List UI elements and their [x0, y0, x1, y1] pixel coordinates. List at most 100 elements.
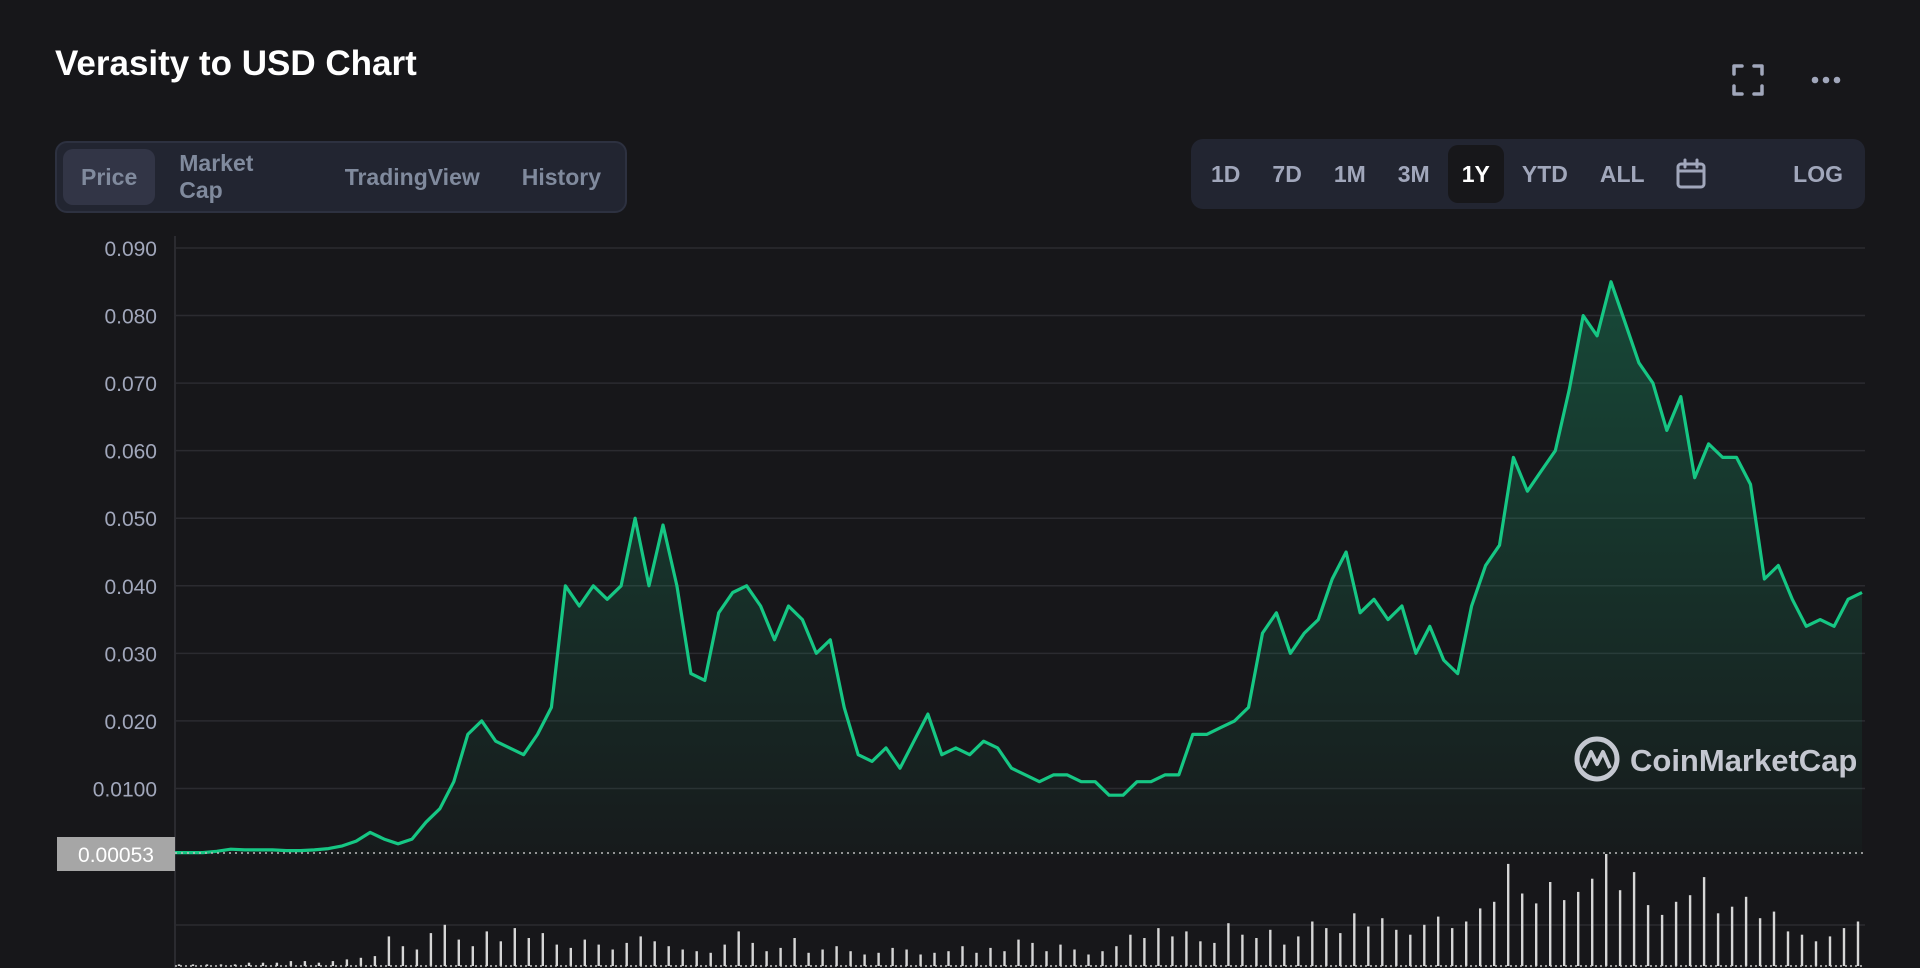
volume-bar	[555, 944, 558, 966]
volume-bar	[1241, 934, 1244, 966]
volume-bar	[1199, 941, 1202, 966]
volume-bar	[1786, 931, 1790, 966]
volume-bar	[1549, 882, 1552, 966]
volume-bar	[261, 962, 265, 966]
volume-bar	[1856, 921, 1860, 966]
more-options-button[interactable]	[1806, 60, 1846, 100]
volume-bar	[1255, 938, 1258, 966]
volume-bar	[1772, 911, 1776, 966]
volume-bar	[1688, 895, 1692, 966]
volume-bar	[1017, 939, 1020, 966]
volume-bar	[1073, 949, 1076, 966]
watermark-text: CoinMarketCap	[1630, 743, 1857, 778]
volume-bar	[1171, 936, 1174, 966]
volume-bar	[303, 961, 307, 966]
range-ytd[interactable]: YTD	[1521, 160, 1568, 187]
volume-bar	[443, 924, 446, 966]
volume-bar	[793, 938, 796, 966]
volume-bar	[835, 946, 838, 966]
volume-bar	[905, 949, 908, 966]
volume-bar	[1311, 921, 1314, 966]
volume-bar	[1087, 954, 1090, 966]
volume-bar	[1437, 916, 1440, 966]
price-line	[175, 280, 1863, 855]
volume-bar	[1716, 913, 1720, 966]
volume-bar	[1702, 877, 1706, 966]
range-3m[interactable]: 3M	[1397, 160, 1430, 187]
volume-bar	[1577, 891, 1580, 966]
volume-bar	[1157, 928, 1160, 966]
y-tick-label: 0.0100	[93, 778, 157, 801]
volume-bar	[723, 944, 726, 966]
y-tick-label: 0.020	[104, 711, 157, 734]
coinmarketcap-watermark: CoinMarketCap	[1574, 736, 1857, 782]
y-tick-label: 0.060	[104, 441, 157, 464]
volume-bar	[1003, 951, 1006, 966]
volume-bar	[345, 959, 349, 966]
volume-bar	[401, 946, 405, 966]
tab-price[interactable]: Price	[63, 149, 156, 205]
volume-bar	[1045, 951, 1048, 966]
volume-bar	[1367, 926, 1370, 966]
volume-bar	[1101, 951, 1104, 966]
range-all[interactable]: ALL	[1599, 160, 1645, 187]
volume-bar	[569, 947, 572, 966]
volume-bar	[877, 952, 880, 966]
volume-bar	[177, 964, 181, 966]
price-tag-bg	[57, 837, 175, 871]
volume-bar	[1535, 903, 1538, 966]
volume-bar	[205, 964, 209, 966]
volume-bar	[1185, 931, 1188, 966]
volume-bar	[583, 939, 586, 966]
volume-bar	[1283, 944, 1286, 966]
tab-history[interactable]: History	[521, 163, 601, 190]
volume-bar	[513, 928, 516, 966]
volume-bar	[541, 933, 544, 966]
volume-bar	[429, 933, 433, 966]
volume-bar	[219, 964, 223, 966]
calendar-icon	[1676, 158, 1706, 189]
volume-bar	[1730, 906, 1734, 966]
time-range-selector: 1D 7D 1M 3M 1Y YTD ALL LOG	[1191, 139, 1865, 209]
date-range-button[interactable]	[1663, 145, 1719, 203]
volume-bar	[891, 947, 894, 966]
volume-bar	[1339, 933, 1342, 966]
volume-bar	[779, 947, 782, 966]
y-tick-label: 0.030	[104, 643, 157, 666]
volume-bar	[1115, 946, 1118, 966]
volume-bar	[1646, 905, 1650, 966]
fullscreen-button[interactable]	[1728, 60, 1768, 100]
volume-bar	[1213, 942, 1216, 966]
volume-bar	[807, 952, 810, 966]
volume-bar	[275, 962, 279, 966]
volume-bar	[1227, 923, 1230, 966]
volume-bar	[1828, 936, 1832, 966]
volume-bar	[849, 951, 852, 966]
volume-bar	[415, 949, 419, 966]
range-7d[interactable]: 7D	[1272, 160, 1302, 187]
volume-bar	[1632, 872, 1636, 966]
range-1y[interactable]: 1Y	[1447, 145, 1504, 203]
range-1m[interactable]: 1M	[1333, 160, 1366, 187]
volume-bar	[1563, 900, 1566, 966]
volume-bar	[961, 946, 964, 966]
volume-bar	[1143, 938, 1146, 966]
tab-tradingview[interactable]: TradingView	[344, 163, 480, 190]
tab-market-cap[interactable]: Market Cap	[179, 150, 254, 203]
log-scale-toggle[interactable]: LOG	[1793, 160, 1843, 187]
volume-bar	[373, 956, 377, 966]
volume-bar	[1353, 913, 1356, 966]
y-tick-label: 0.090	[104, 238, 157, 261]
volume-bar	[611, 949, 614, 966]
volume-bar	[1479, 908, 1482, 966]
y-tick-label: 0.070	[104, 373, 157, 396]
volume-bar	[653, 941, 656, 966]
volume-bar	[191, 964, 195, 966]
volume-bar	[947, 951, 950, 966]
volume-bar	[1507, 863, 1510, 966]
volume-bar	[1269, 929, 1272, 966]
volume-bar	[1660, 914, 1664, 966]
range-1d[interactable]: 1D	[1211, 160, 1241, 187]
volume-bar	[1591, 878, 1594, 966]
